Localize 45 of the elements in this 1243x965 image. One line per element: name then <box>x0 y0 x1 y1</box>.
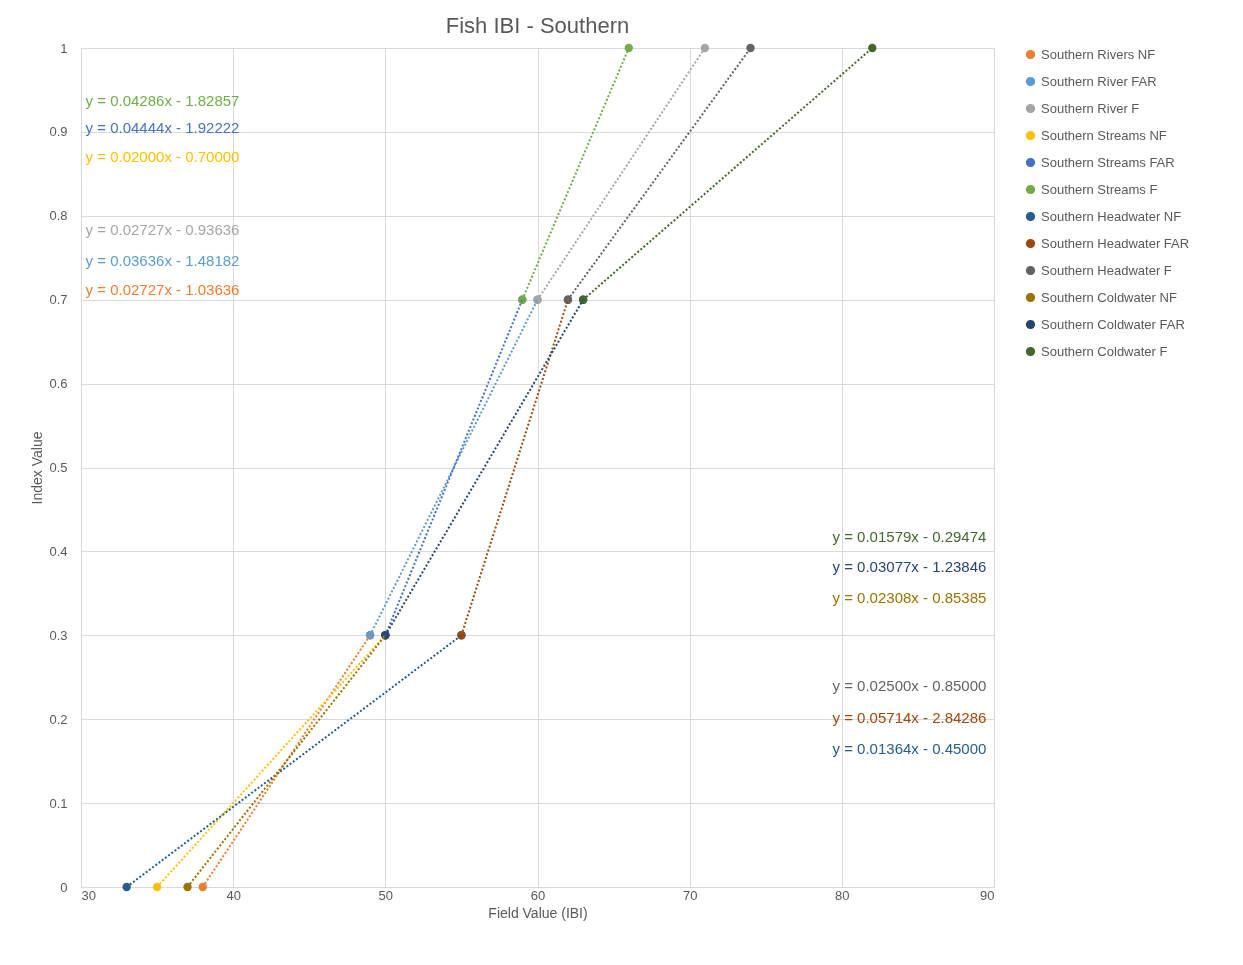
legend-label: Southern Headwater FAR <box>1041 235 1190 251</box>
legend-label: Southern River FAR <box>1041 73 1157 89</box>
legend-label: Southern Streams FAR <box>1041 154 1175 170</box>
y-tick-label: 0.2 <box>49 711 68 727</box>
annotation: y = 0.03077x - 1.23846 <box>832 558 987 576</box>
x-tick-label: 40 <box>226 887 241 903</box>
x-tick-label: 90 <box>980 887 995 903</box>
annotation: y = 0.04286x - 1.82857 <box>85 91 240 109</box>
chart-title: Fish IBI - Southern <box>445 13 630 38</box>
annotation: y = 0.03636x - 1.48182 <box>85 252 240 270</box>
annotation: y = 0.04444x - 1.92222 <box>85 118 240 136</box>
annotation: y = 0.05714x - 2.84286 <box>832 708 987 726</box>
y-tick-label: 0.7 <box>49 292 68 308</box>
x-tick-label: 60 <box>530 887 546 903</box>
legend-label: Southern Headwater F <box>1041 262 1172 278</box>
legend-label: Southern Coldwater NF <box>1041 289 1177 305</box>
annotation: y = 0.02500x - 0.85000 <box>832 677 987 695</box>
x-tick-label: 70 <box>682 887 698 903</box>
x-tick-label: 30 <box>81 887 96 903</box>
y-tick-label: 0.1 <box>49 795 68 811</box>
x-tick-label: 50 <box>378 887 394 903</box>
y-tick-label: 0.6 <box>49 376 68 392</box>
y-tick-label: 0.8 <box>49 208 68 224</box>
x-tick-label: 80 <box>835 887 850 903</box>
annotation: y = 0.01364x - 0.45000 <box>832 740 987 758</box>
y-axis-title: Index Value <box>29 431 46 505</box>
legend-label: Southern Rivers NF <box>1041 46 1156 62</box>
y-tick-label: 0.5 <box>49 460 68 475</box>
legend-label: Southern Coldwater FAR <box>1041 316 1185 332</box>
y-tick-label: 0.3 <box>49 627 68 643</box>
annotation: y = 0.01579x - 0.29474 <box>832 528 987 546</box>
y-tick-label: 0.9 <box>49 124 68 140</box>
annotation: y = 0.02000x - 0.70000 <box>85 148 240 166</box>
legend-label: Southern Coldwater F <box>1041 343 1168 359</box>
annotation: y = 0.02727x - 0.93636 <box>85 221 240 239</box>
annotation: y = 0.02308x - 0.85385 <box>832 588 987 606</box>
y-tick-label: 0.4 <box>49 543 68 559</box>
y-tick-label: 1 <box>60 40 68 56</box>
x-axis-title: Field Value (IBI) <box>488 904 588 921</box>
annotation: y = 0.02727x - 1.03636 <box>85 280 240 298</box>
legend-label: Southern Streams F <box>1041 181 1158 197</box>
y-tick-label: 0 <box>60 879 68 895</box>
legend-label: Southern Streams NF <box>1041 127 1167 143</box>
legend-label: Southern River F <box>1041 100 1140 116</box>
legend-label: Southern Headwater NF <box>1041 208 1182 224</box>
